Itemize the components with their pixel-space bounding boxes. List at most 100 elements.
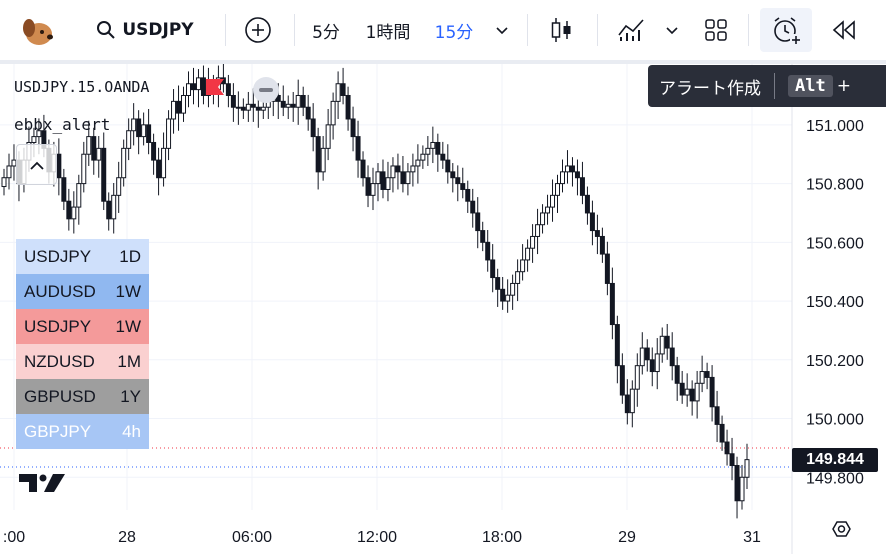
chart-type-button[interactable] [540, 8, 582, 52]
candle [330, 92, 336, 140]
candle [225, 74, 231, 108]
candle-body [520, 259, 526, 273]
candle-body [669, 347, 675, 367]
candle-body [300, 94, 306, 108]
candle-body [61, 177, 67, 202]
candle-body [709, 376, 715, 408]
watchlist-timeframe: 1M [117, 351, 141, 371]
candle-body [111, 194, 117, 220]
watchlist-timeframe: 1W [115, 281, 142, 301]
candle-body [674, 365, 680, 384]
compare-button[interactable] [236, 8, 280, 52]
candle [230, 83, 236, 122]
candle [235, 91, 241, 125]
interval-dropdown[interactable] [490, 8, 514, 52]
candle-body [405, 171, 411, 185]
interval-15m[interactable]: 15分 [434, 22, 474, 43]
indicator-legend[interactable]: ebbx_alert [14, 115, 110, 134]
flag-icon [206, 79, 224, 95]
watchlist-row[interactable]: GBPUSD 1Y [16, 379, 149, 414]
symbol-search[interactable]: USDJPY [92, 8, 198, 52]
symbol-legend[interactable]: USDJPY.15.OANDA [14, 78, 149, 96]
price-axis[interactable]: 151.000 150.800 150.600 150.400 150.200 150.0… [806, 118, 864, 487]
candle [480, 221, 486, 252]
watchlist-row[interactable]: USDJPY 1W [16, 309, 149, 344]
candle [465, 180, 471, 213]
candle [81, 141, 87, 193]
candle-body [200, 77, 206, 96]
candle-body [355, 136, 361, 161]
candle-body [594, 230, 600, 237]
watchlist-symbol: USDJPY [24, 316, 92, 336]
watchlist-row[interactable]: GBPJPY 4h [16, 414, 149, 449]
collapse-legend-button[interactable] [16, 144, 57, 185]
red-flag-icon[interactable] [206, 79, 224, 99]
candle [290, 91, 296, 122]
candle [181, 86, 187, 122]
watchlist-row[interactable]: USDJPY 1D [16, 239, 149, 274]
indicators-dropdown[interactable] [660, 8, 684, 52]
candle [604, 241, 610, 296]
candle [594, 214, 600, 255]
candle-body [350, 118, 356, 138]
candle [166, 110, 172, 161]
candle-body [465, 188, 471, 202]
candle-body [370, 183, 376, 196]
candle [674, 356, 680, 401]
candle-body [679, 382, 685, 396]
candle [325, 109, 331, 161]
x-tick-label: 06:00 [232, 529, 272, 546]
indicators-button[interactable] [610, 8, 652, 52]
candle-body [525, 247, 531, 261]
candle [141, 112, 147, 146]
candle [669, 332, 675, 381]
candle [380, 159, 386, 199]
divider [294, 14, 295, 46]
candle [729, 437, 735, 481]
settings-button[interactable] [832, 521, 851, 537]
candle-body [530, 235, 536, 249]
candle [744, 443, 750, 490]
candle [195, 69, 201, 108]
alert-button[interactable] [760, 8, 812, 52]
candle [305, 94, 311, 131]
candle-body [6, 165, 12, 179]
candle-body [649, 359, 655, 373]
candle-body [574, 171, 580, 179]
candle [664, 323, 670, 360]
watchlist-row[interactable]: AUDUSD 1W [16, 274, 149, 309]
watchlist-row[interactable]: NZDUSD 1M [16, 344, 149, 379]
search-icon [97, 21, 116, 39]
candle [126, 118, 132, 161]
user-avatar[interactable] [12, 8, 62, 52]
candle-body [515, 271, 521, 284]
interval-1h[interactable]: 1時間 [365, 22, 411, 43]
candle-body [96, 147, 102, 161]
indicators-icon [618, 19, 644, 41]
candle [255, 98, 261, 128]
interval-5m[interactable]: 5分 [312, 22, 340, 43]
candle-body [325, 124, 331, 149]
watchlist-timeframe: 1W [115, 316, 142, 336]
watchlist-symbol: NZDUSD [24, 351, 95, 371]
layout-button[interactable] [695, 8, 737, 52]
candle-body [420, 153, 426, 161]
replay-button[interactable] [822, 8, 866, 52]
candle [300, 86, 306, 117]
candle-body [440, 153, 446, 161]
candle-body [385, 177, 391, 190]
hide-legend-button[interactable] [253, 77, 279, 103]
time-axis[interactable]: :00 28 06:00 12:00 18:00 29 31 [3, 529, 761, 546]
candle-body [564, 165, 570, 173]
candle-body [579, 177, 585, 196]
candle [420, 145, 426, 169]
candle-body [644, 347, 650, 361]
candle [545, 194, 551, 225]
candle [121, 139, 127, 187]
candle [295, 79, 301, 125]
y-tick-label: 150.600 [806, 235, 864, 252]
candle-body [609, 282, 615, 326]
candle-body [500, 288, 506, 302]
candle-body [280, 100, 286, 108]
settings-dot [837, 525, 846, 533]
